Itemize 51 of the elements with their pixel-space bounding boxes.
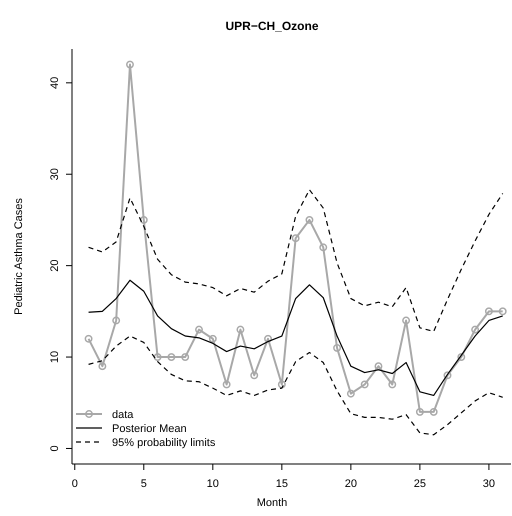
y-tick-label: 10 [49,350,61,364]
point [305,216,314,224]
x-tick-label: 15 [276,478,288,490]
point [264,334,272,343]
point [98,362,106,370]
point [498,307,507,316]
chart-title: UPR−CH_Ozone [225,19,319,33]
x-tick-label: 30 [482,478,496,490]
point [84,334,93,343]
line-series [88,335,504,436]
point [484,307,493,316]
point [208,334,217,343]
x-tick-label: 0 [72,478,78,490]
x-tick-label: 20 [344,478,357,490]
point [112,316,120,324]
point [444,371,452,380]
point [167,353,176,361]
x-tick-label: 5 [140,478,147,490]
y-tick-label: 20 [49,260,61,272]
point [154,353,162,361]
point [195,326,203,334]
point [333,344,342,352]
point [430,408,438,416]
x-tick-label: 25 [414,478,426,490]
point [360,380,369,388]
point [140,216,148,224]
point [374,362,382,370]
point [181,353,190,361]
legend-label: 95% probability limits [112,437,216,449]
point [402,316,410,324]
y-tick-label: 40 [49,76,61,89]
x-axis-title: Month [256,497,288,509]
point [346,390,355,398]
point [222,380,231,388]
point [388,380,396,388]
point [236,326,244,334]
point [250,371,258,380]
point [416,408,424,416]
x-tick-label: 10 [206,478,219,490]
point [278,380,286,388]
point [457,353,466,361]
line-series [88,189,504,332]
y-axis-title: Pediatric Asthma Cases [13,198,25,315]
legend-label: data [112,409,134,421]
legend-label: Posterior Mean [112,423,187,435]
y-tick-label: 30 [49,168,61,180]
y-tick-label: 0 [49,445,61,452]
point [471,326,480,334]
point [319,243,328,252]
point [292,234,300,242]
point [126,60,134,68]
